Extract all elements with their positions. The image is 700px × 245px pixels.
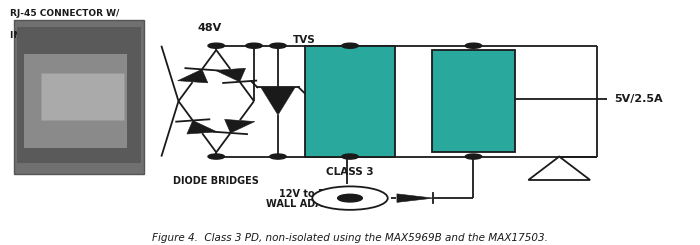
Polygon shape — [225, 119, 255, 133]
Circle shape — [270, 43, 286, 48]
Text: INTEGRATED MAGNETIC: INTEGRATED MAGNETIC — [10, 31, 131, 40]
Circle shape — [466, 43, 482, 48]
FancyBboxPatch shape — [305, 46, 395, 157]
Circle shape — [342, 154, 358, 159]
Circle shape — [342, 43, 358, 48]
Text: 5V/2.5A: 5V/2.5A — [614, 94, 663, 104]
Circle shape — [208, 154, 225, 159]
FancyBboxPatch shape — [433, 50, 514, 152]
Text: Interface: Interface — [318, 93, 382, 106]
Text: PD: PD — [340, 67, 360, 80]
Text: WALL ADAPTOR: WALL ADAPTOR — [266, 199, 352, 209]
Text: CLASS 3: CLASS 3 — [326, 167, 374, 177]
Text: 48V: 48V — [197, 23, 221, 33]
FancyBboxPatch shape — [41, 74, 124, 120]
Polygon shape — [216, 68, 246, 82]
FancyBboxPatch shape — [14, 20, 144, 174]
Polygon shape — [261, 87, 295, 115]
Text: TVS: TVS — [293, 35, 316, 45]
Text: MAX17503: MAX17503 — [440, 109, 507, 119]
Circle shape — [466, 154, 482, 159]
Circle shape — [337, 194, 363, 202]
Circle shape — [208, 43, 225, 48]
Polygon shape — [528, 157, 590, 180]
Text: DIODE BRIDGES: DIODE BRIDGES — [174, 176, 259, 186]
Circle shape — [312, 186, 388, 210]
Text: MAX5969B: MAX5969B — [316, 122, 384, 132]
Circle shape — [246, 43, 262, 48]
Text: Figure 4.  Class 3 PD, non-isolated using the MAX5969B and the MAX17503.: Figure 4. Class 3 PD, non-isolated using… — [152, 233, 548, 243]
FancyBboxPatch shape — [18, 26, 141, 163]
Polygon shape — [397, 194, 433, 202]
Text: DC-DC: DC-DC — [452, 73, 496, 86]
Text: RJ-45 CONNECTOR W/: RJ-45 CONNECTOR W/ — [10, 10, 120, 18]
Circle shape — [270, 154, 286, 159]
Polygon shape — [187, 121, 217, 134]
FancyBboxPatch shape — [24, 54, 127, 148]
Polygon shape — [178, 69, 208, 83]
Text: 12V to 57V: 12V to 57V — [279, 189, 339, 198]
